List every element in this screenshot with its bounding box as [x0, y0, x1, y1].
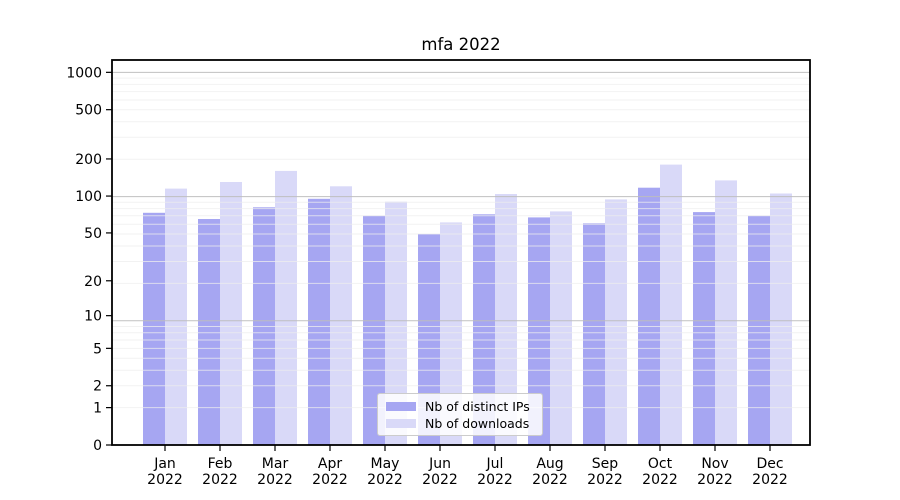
bar-downloads-jan: [165, 188, 187, 445]
x-tick-label-year: 2022: [422, 472, 458, 488]
y-tick-label: 0: [93, 438, 102, 454]
bar-distinct-ips-apr: [308, 198, 330, 445]
x-tick-label-year: 2022: [257, 472, 293, 488]
legend-item-downloads: Nb of downloads: [378, 417, 542, 430]
bar-downloads-oct: [660, 164, 682, 445]
x-tick-label-year: 2022: [752, 472, 788, 488]
bar-downloads-jun: [440, 222, 462, 445]
x-tick-label-year: 2022: [147, 472, 183, 488]
bar-distinct-ips-nov: [693, 212, 715, 445]
x-tick-label-year: 2022: [312, 472, 348, 488]
x-tick-label-month: Nov: [701, 456, 728, 472]
x-tick-label-year: 2022: [697, 472, 733, 488]
bar-downloads-feb: [220, 182, 242, 445]
bar-downloads-apr: [330, 186, 352, 446]
bar-downloads-sep: [605, 199, 627, 445]
legend-label-downloads: Nb of downloads: [425, 415, 530, 431]
bar-downloads-aug: [550, 211, 572, 445]
bar-downloads-nov: [715, 180, 737, 445]
bar-distinct-ips-oct: [638, 187, 660, 445]
y-tick-label: 20: [84, 274, 102, 290]
legend: Nb of distinct IPs Nb of downloads: [377, 393, 543, 436]
y-tick-label: 5: [93, 341, 102, 357]
x-tick-label-month: Oct: [648, 456, 673, 472]
bar-distinct-ips-feb: [198, 219, 220, 445]
x-tick-label-month: Jan: [153, 456, 176, 472]
x-tick-label-year: 2022: [477, 472, 513, 488]
legend-item-distinct-ips: Nb of distinct IPs: [378, 400, 542, 413]
x-tick-label-month: Feb: [208, 456, 233, 472]
x-tick-label-month: Apr: [318, 456, 342, 472]
x-tick-label-month: Sep: [592, 456, 619, 472]
y-tick-label: 2: [93, 379, 102, 395]
x-tick-label-month: Jul: [486, 456, 504, 472]
x-tick-label-month: May: [371, 456, 400, 472]
x-tick-label-month: Jun: [428, 456, 451, 472]
bar-downloads-mar: [275, 170, 297, 445]
y-tick-label: 1000: [66, 65, 102, 81]
legend-swatch-distinct-ips: [386, 401, 416, 411]
x-tick-label-year: 2022: [202, 472, 238, 488]
chart-title: mfa 2022: [421, 35, 501, 54]
x-tick-label-month: Aug: [536, 456, 563, 472]
plot-border: [111, 59, 811, 446]
bar-distinct-ips-jul: [473, 214, 495, 445]
y-tick-label: 500: [75, 103, 102, 119]
bar-downloads-may: [385, 201, 407, 445]
bar-distinct-ips-dec: [748, 215, 770, 445]
bar-distinct-ips-aug: [528, 217, 550, 445]
legend-label-distinct-ips: Nb of distinct IPs: [425, 398, 530, 414]
y-tick-label: 100: [75, 189, 102, 205]
x-tick-label-year: 2022: [587, 472, 623, 488]
y-tick-label: 200: [75, 152, 102, 168]
y-tick-label: 50: [84, 226, 102, 242]
bar-distinct-ips-may: [363, 215, 385, 445]
legend-swatch-downloads: [386, 418, 416, 428]
bar-distinct-ips-sep: [583, 223, 605, 445]
x-tick-label-month: Dec: [756, 456, 783, 472]
bar-downloads-jul: [495, 194, 517, 445]
x-tick-label-year: 2022: [642, 472, 678, 488]
y-tick-label: 1: [93, 401, 102, 417]
x-tick-label-year: 2022: [532, 472, 568, 488]
x-tick-label-month: Mar: [262, 456, 289, 472]
x-tick-label-year: 2022: [367, 472, 403, 488]
bar-distinct-ips-jan: [143, 212, 165, 445]
y-tick-label: 10: [84, 309, 102, 325]
bar-downloads-dec: [770, 193, 792, 445]
